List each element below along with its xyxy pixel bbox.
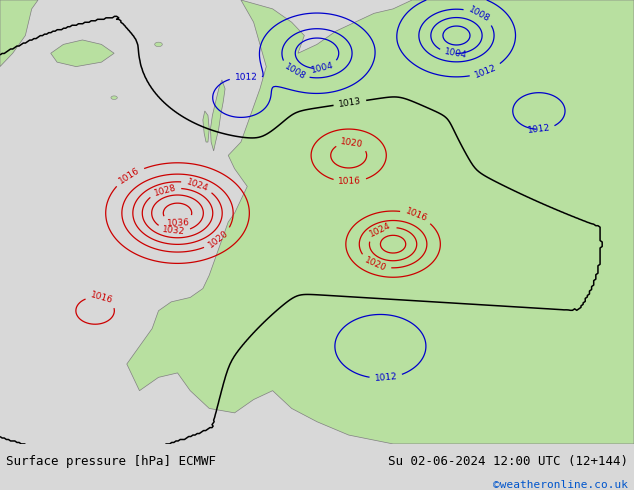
Text: 1012: 1012 (527, 123, 550, 135)
Text: 1036: 1036 (167, 218, 190, 228)
Text: 1024: 1024 (185, 177, 209, 193)
Text: 1016: 1016 (339, 177, 361, 187)
Text: 1008: 1008 (283, 63, 307, 82)
Text: 1004: 1004 (444, 47, 468, 60)
Text: 1032: 1032 (162, 225, 186, 237)
Text: 1020: 1020 (207, 229, 230, 250)
Text: ©weatheronline.co.uk: ©weatheronline.co.uk (493, 480, 628, 490)
Text: 1016: 1016 (117, 166, 141, 186)
Text: 1016: 1016 (89, 291, 114, 306)
Polygon shape (51, 40, 114, 67)
Text: Su 02-06-2024 12:00 UTC (12+144): Su 02-06-2024 12:00 UTC (12+144) (387, 455, 628, 468)
Text: 1013: 1013 (338, 97, 362, 109)
Text: Surface pressure [hPa] ECMWF: Surface pressure [hPa] ECMWF (6, 455, 216, 468)
Text: 1016: 1016 (404, 207, 429, 224)
Text: 1020: 1020 (363, 255, 387, 273)
Text: 1020: 1020 (340, 137, 364, 149)
Polygon shape (210, 80, 225, 151)
Text: 1024: 1024 (368, 221, 392, 239)
Text: 1008: 1008 (467, 5, 491, 24)
Text: 1012: 1012 (235, 73, 257, 82)
Text: 1004: 1004 (310, 61, 335, 75)
Polygon shape (127, 0, 634, 444)
Ellipse shape (111, 96, 117, 99)
Ellipse shape (155, 42, 162, 47)
Text: 1012: 1012 (374, 372, 398, 383)
Polygon shape (0, 0, 38, 67)
Polygon shape (203, 111, 209, 142)
Text: 1012: 1012 (474, 63, 498, 80)
Text: 1028: 1028 (153, 183, 177, 197)
